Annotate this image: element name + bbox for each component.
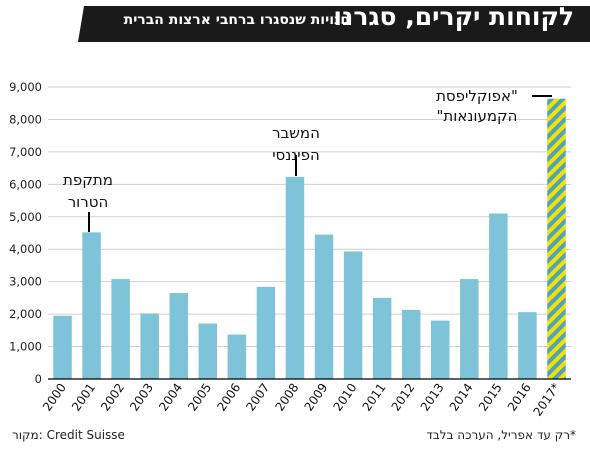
x-tick-label: 2006 [214, 381, 243, 414]
bar [314, 234, 334, 379]
bar [227, 334, 247, 379]
bar [285, 176, 305, 379]
chart-title: לקוחות יקרים, סגרנו [333, 2, 574, 31]
bar-chart: 0 1,000 2,000 3,000 4,000 5,000 6,000 7,000 8,00… [9, 80, 571, 419]
annotation-label: הקמעונאות" [437, 107, 518, 125]
header-banner [78, 6, 590, 42]
y-tick-label: 7,000 [9, 145, 42, 159]
x-tick-label: 2011 [360, 381, 389, 414]
bar [518, 312, 537, 379]
x-tick-label: 2002 [98, 381, 127, 414]
bar [401, 309, 421, 379]
bar [372, 297, 392, 379]
x-tick-label: 2015 [476, 381, 505, 414]
x-tick-label: 2009 [301, 381, 330, 414]
y-tick-label: 4,000 [9, 242, 42, 256]
x-tick-label: 2014 [447, 381, 476, 414]
estimate-footnote: *רק עד אפריל, הערכה בלבד [426, 428, 576, 442]
y-tick-label: 9,000 [9, 80, 42, 94]
chart-subtitle: חנויות שנסגרו ברחבי ארצות הברית [123, 12, 350, 28]
bar [431, 320, 450, 379]
bar [198, 323, 218, 379]
x-tick-label: 2008 [272, 381, 301, 414]
bar [460, 279, 479, 379]
bar [53, 315, 72, 379]
y-tick-label: 8,000 [9, 112, 42, 126]
bar [111, 279, 130, 379]
header-banner-shape [78, 6, 590, 42]
x-tick-label: 2005 [185, 381, 214, 414]
bar-estimate [547, 98, 566, 380]
bar [489, 213, 508, 379]
bar [169, 293, 188, 379]
x-tick-label: 2003 [127, 381, 156, 414]
x-tick-label: 2016 [505, 381, 534, 414]
y-tick-label: 3,000 [9, 275, 42, 289]
bar [343, 251, 363, 379]
y-tick-label: 5,000 [9, 210, 42, 224]
annotation-label: המשבר [272, 124, 320, 142]
chart-header: לקוחות יקרים, סגרנו חנויות שנסגרו ברחבי … [0, 0, 590, 48]
x-tick-label: 2017* [530, 381, 562, 419]
y-tick-label: 1,000 [9, 340, 42, 354]
annotation-label: מתקפת [63, 171, 113, 189]
bar [140, 313, 159, 379]
bar [82, 232, 101, 379]
y-tick-label: 6,000 [9, 177, 42, 191]
annotation-label: הטרור [68, 193, 109, 211]
x-tick-label: 2007 [243, 381, 272, 414]
x-tick-label: 2012 [389, 381, 418, 414]
x-tick-label: 2010 [331, 381, 360, 414]
x-tick-label: 2004 [156, 381, 185, 414]
y-tick-label: 0 [35, 372, 42, 386]
x-tick-label: 2013 [418, 381, 447, 414]
x-tick-label: 2000 [40, 381, 69, 414]
y-tick-label: 2,000 [9, 307, 42, 321]
bar [256, 286, 276, 379]
x-tick-label: 2001 [69, 381, 98, 414]
source-note: מקור: Credit Suisse [12, 428, 125, 442]
annotation-label: "אפוקליפסת [436, 87, 518, 105]
